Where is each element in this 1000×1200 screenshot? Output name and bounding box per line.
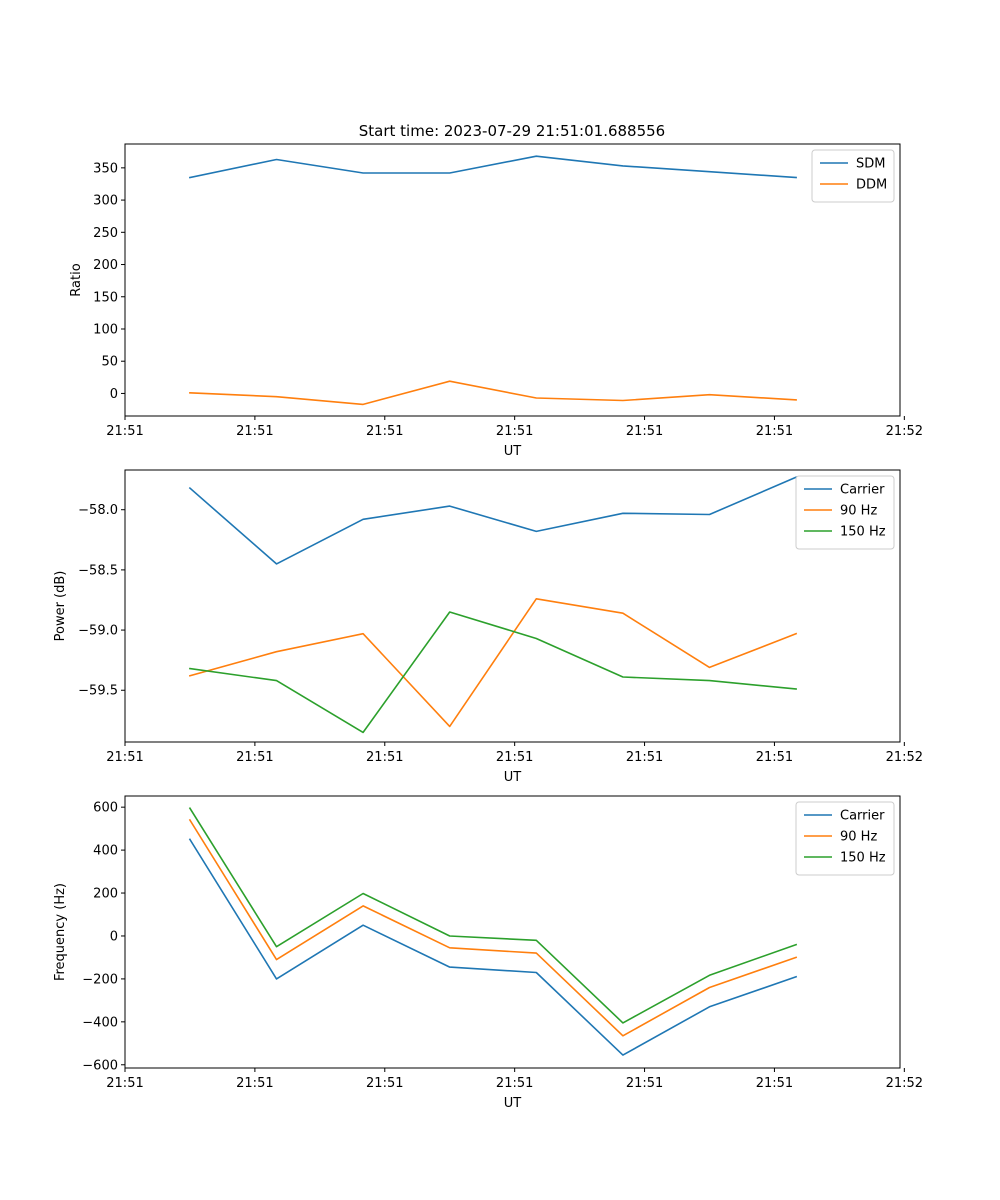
legend: Carrier 90 Hz 150 Hz [795, 475, 895, 550]
x-tick-label: 21:52 [886, 424, 923, 439]
series-line-150-hz [188, 807, 798, 1024]
legend-label: 90 Hz [840, 830, 877, 845]
legend-label: Carrier [840, 483, 885, 498]
x-tick-label: 21:52 [886, 750, 923, 765]
x-tick-label: 21:51 [366, 750, 403, 765]
x-tick-label: 21:51 [626, 424, 663, 439]
y-tick-label: −58.0 [78, 503, 118, 518]
axes-frame [124, 143, 901, 417]
y-axis-label: Power (dB) [53, 571, 68, 642]
series-line-sdm [188, 155, 797, 179]
y-tick-label: −58.5 [78, 563, 118, 578]
legend: SDM DDM [811, 149, 895, 203]
x-tick-label: 21:51 [236, 424, 273, 439]
y-tick-label: −600 [82, 1058, 118, 1073]
y-tick-label: 600 [93, 801, 118, 816]
legend-label: DDM [856, 178, 887, 193]
x-axis-label: UT [504, 770, 522, 785]
x-tick-label: 21:51 [626, 750, 663, 765]
y-tick-label: −200 [82, 972, 118, 987]
axes-frame [124, 469, 901, 743]
x-tick-label: 21:51 [626, 1076, 663, 1091]
x-tick-label: 21:51 [366, 424, 403, 439]
x-tick-label: 21:51 [236, 1076, 273, 1091]
y-tick-label: 50 [101, 355, 118, 370]
x-tick-label: 21:51 [496, 1076, 533, 1091]
x-tick-label: 21:51 [366, 1076, 403, 1091]
x-tick-label: 21:51 [106, 1076, 143, 1091]
y-tick-label: −59.5 [78, 684, 118, 699]
series-line-150-hz [188, 611, 797, 734]
y-tick-label: 150 [93, 290, 118, 305]
y-tick-label: 350 [93, 161, 118, 176]
series-line-90-hz [188, 818, 798, 1037]
y-tick-label: −59.0 [78, 624, 118, 639]
x-tick-label: 21:51 [496, 424, 533, 439]
y-tick-label: 300 [93, 194, 118, 209]
x-tick-label: 21:51 [756, 424, 793, 439]
series-line-90-hz [188, 597, 798, 728]
y-tick-label: 200 [93, 258, 118, 273]
x-tick-label: 21:51 [496, 750, 533, 765]
legend-label: 90 Hz [840, 504, 877, 519]
legend-label: 150 Hz [840, 851, 886, 866]
x-axis-label: UT [504, 444, 522, 459]
x-tick-label: 21:51 [756, 750, 793, 765]
x-tick-label: 21:51 [106, 424, 143, 439]
legend-label: 150 Hz [840, 525, 886, 540]
y-tick-label: 200 [93, 887, 118, 902]
y-tick-label: 400 [93, 844, 118, 859]
legend-label: SDM [856, 157, 885, 172]
y-axis-label: Frequency (Hz) [53, 883, 68, 981]
panels: 21:51 21:51 21:51 21:51 21:51 21:51 21:52 UT 0 50… [53, 143, 923, 1111]
series-line-ddm [189, 380, 797, 406]
y-tick-label: 250 [93, 226, 118, 241]
series-line-carrier [188, 838, 798, 1056]
y-tick-label: 100 [93, 322, 118, 337]
panel-1: 21:51 21:51 21:51 21:51 21:51 21:51 21:52 UT 0 50… [69, 143, 923, 459]
legend-label: Carrier [840, 809, 885, 824]
y-axis-label: Ratio [69, 263, 84, 296]
y-tick-label: −400 [82, 1015, 118, 1030]
chart-title: Start time: 2023-07-29 21:51:01.688556 [359, 122, 665, 140]
x-tick-label: 21:51 [236, 750, 273, 765]
axes-frame [124, 795, 901, 1069]
x-axis-label: UT [504, 1096, 522, 1111]
panel-3: 21:51 21:51 21:51 21:51 21:51 21:51 21:52 UT −60… [53, 795, 923, 1111]
panel-2: 21:51 21:51 21:51 21:51 21:51 21:51 21:52 UT −59… [53, 469, 923, 785]
legend: Carrier 90 Hz 150 Hz [795, 801, 895, 876]
y-tick-label: 0 [110, 929, 118, 944]
series-line-carrier [188, 476, 798, 565]
x-tick-label: 21:51 [106, 750, 143, 765]
x-tick-label: 21:51 [756, 1076, 793, 1091]
y-tick-label: 0 [110, 387, 118, 402]
x-tick-label: 21:52 [886, 1076, 923, 1091]
